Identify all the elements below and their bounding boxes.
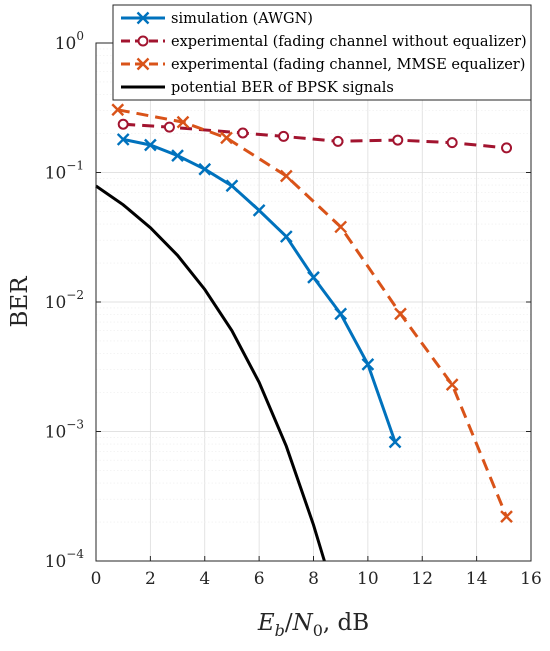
x-tick-label: 6 bbox=[254, 569, 265, 589]
x-marker bbox=[279, 230, 293, 243]
x-axis-label: Eb/N0, dB bbox=[257, 610, 369, 640]
circle-marker bbox=[446, 137, 458, 149]
legend-entry-4: potential BER of BPSK signals bbox=[121, 80, 394, 96]
circle-marker bbox=[237, 127, 249, 139]
circle-marker bbox=[117, 118, 129, 130]
x-marker bbox=[198, 162, 212, 176]
x-tick-label: 16 bbox=[520, 569, 542, 589]
series-line bbox=[117, 108, 508, 518]
legend-label: experimental (fading channel without equ… bbox=[171, 34, 527, 50]
series-line bbox=[95, 184, 326, 562]
series-2 bbox=[117, 118, 513, 154]
x-tick-label: 8 bbox=[308, 569, 319, 589]
y-axis-label: BER bbox=[7, 276, 33, 328]
circle-marker bbox=[278, 130, 290, 142]
legend-entry-1: simulation (AWGN) bbox=[121, 11, 313, 27]
x-marker bbox=[111, 103, 125, 117]
x-marker bbox=[136, 11, 150, 25]
y-tick-label: 10−1 bbox=[45, 159, 84, 184]
circle-marker bbox=[332, 135, 344, 147]
x-marker bbox=[388, 435, 402, 449]
x-marker bbox=[279, 169, 293, 183]
x-tick-label: 4 bbox=[199, 569, 210, 589]
legend-box bbox=[112, 4, 532, 101]
plot-series bbox=[95, 103, 513, 562]
x-marker bbox=[334, 307, 348, 321]
axis-ticks: 0 2 4 6 8 10 12 14 16 100 10−1 10−2 10−3 10−4 bbox=[45, 29, 542, 589]
legend-entry-3: experimental (fading channel, MMSE equal… bbox=[121, 57, 525, 73]
y-tick-label: 10−4 bbox=[45, 547, 85, 572]
legend: simulation (AWGN) experimental (fading ch… bbox=[112, 4, 532, 101]
x-marker bbox=[144, 138, 157, 152]
circle-marker bbox=[501, 142, 513, 154]
series-3 bbox=[111, 103, 513, 524]
y-tick-label: 10−2 bbox=[45, 288, 84, 313]
circle-marker bbox=[137, 35, 149, 47]
y-tick-label: 100 bbox=[55, 29, 84, 54]
circle-marker bbox=[392, 134, 404, 146]
x-marker bbox=[361, 358, 375, 371]
grid bbox=[95, 42, 532, 562]
x-tick-label: 10 bbox=[357, 569, 379, 589]
x-marker bbox=[334, 220, 348, 234]
x-marker bbox=[445, 378, 459, 392]
x-tick-label: 0 bbox=[91, 569, 102, 589]
x-marker bbox=[225, 179, 239, 193]
x-marker bbox=[136, 57, 150, 71]
legend-label: potential BER of BPSK signals bbox=[171, 80, 394, 96]
x-marker bbox=[116, 133, 130, 146]
x-tick-label: 14 bbox=[466, 569, 488, 589]
series-1 bbox=[116, 133, 402, 449]
legend-label: experimental (fading channel, MMSE equal… bbox=[171, 57, 525, 73]
legend-label: simulation (AWGN) bbox=[171, 11, 313, 27]
series-4 bbox=[95, 184, 326, 562]
x-marker bbox=[220, 131, 233, 145]
x-tick-label: 2 bbox=[145, 569, 156, 589]
y-tick-label: 10−3 bbox=[45, 418, 84, 443]
legend-entry-2: experimental (fading channel without equ… bbox=[121, 34, 527, 50]
x-marker bbox=[307, 271, 320, 284]
circle-marker bbox=[163, 121, 175, 133]
x-tick-label: 12 bbox=[411, 569, 433, 589]
x-marker bbox=[171, 149, 184, 162]
x-marker bbox=[394, 307, 407, 321]
x-marker bbox=[252, 204, 266, 217]
x-marker bbox=[176, 115, 190, 129]
series-line bbox=[123, 122, 507, 150]
x-marker bbox=[500, 510, 513, 524]
